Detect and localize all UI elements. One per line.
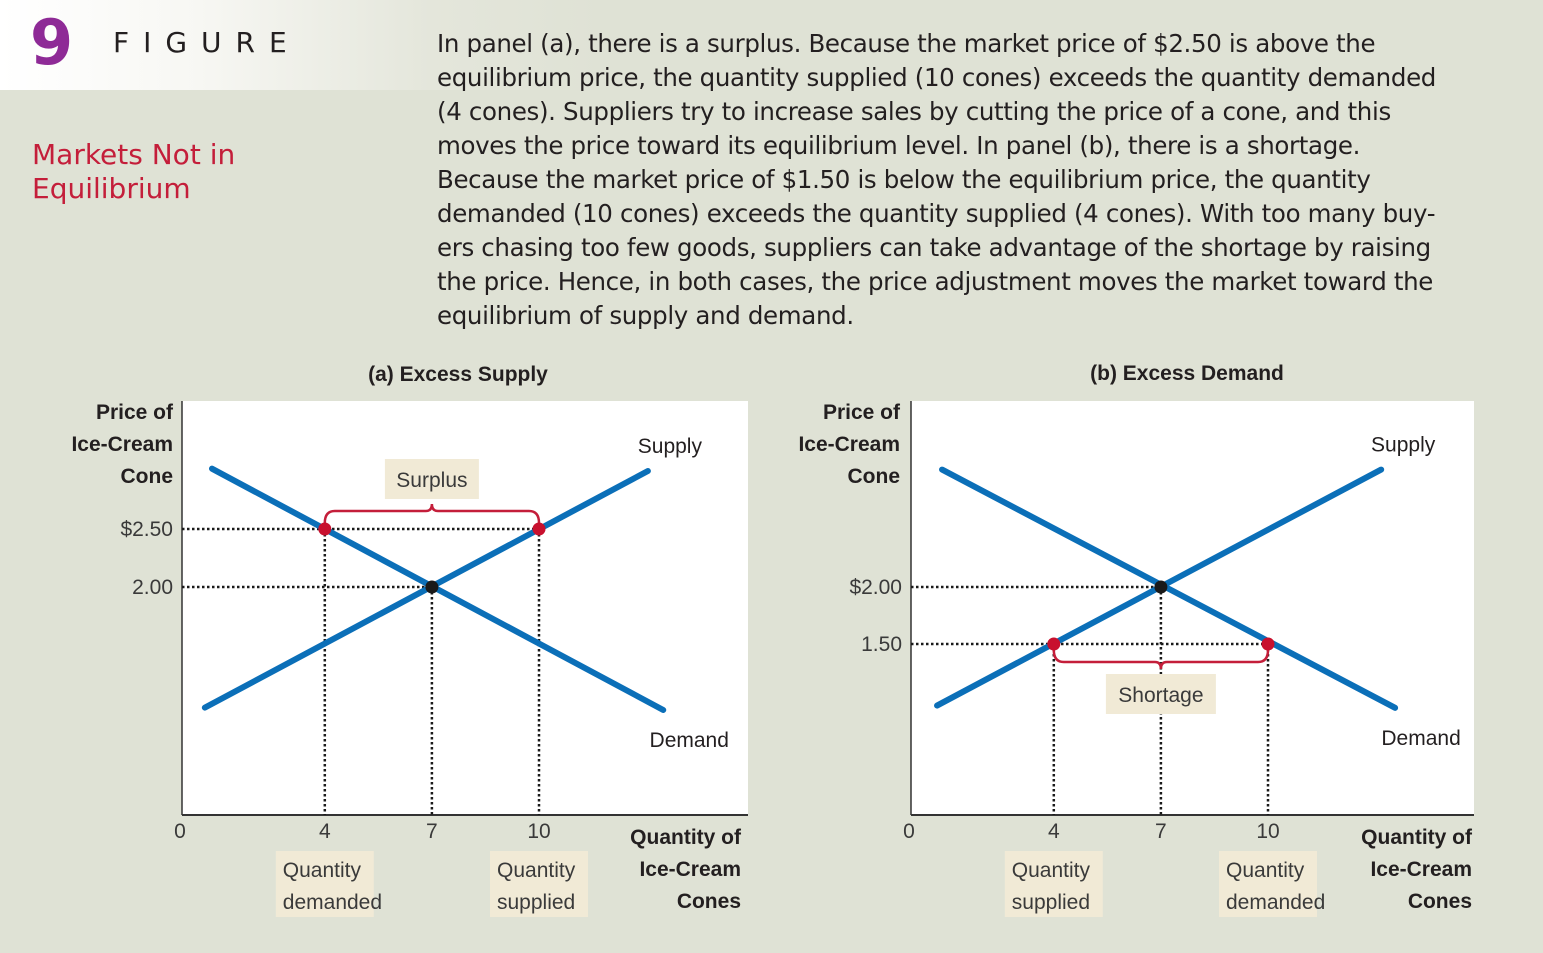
x-tick-label: 4 (1048, 820, 1060, 843)
x-tick-label: 0 (174, 820, 186, 843)
surplus-brace (323, 503, 541, 524)
shortage-brace (1052, 649, 1270, 670)
market-point (318, 522, 332, 536)
y-tick-label: $2.50 (120, 518, 173, 541)
quantity-label: Quantity (283, 859, 362, 882)
market-point (532, 522, 546, 536)
figure-number: 9 (30, 6, 74, 79)
caption-line: equilibrium price, the quantity supplied… (437, 63, 1436, 92)
figure-title-line: Equilibrium (32, 172, 191, 205)
figure-header-band (0, 0, 1543, 90)
y-axis-title: Price of (823, 401, 901, 424)
quantity-label: supplied (1012, 891, 1090, 914)
caption-line: demanded (10 cones) exceeds the quantity… (437, 199, 1436, 228)
x-tick-label: 10 (1256, 820, 1279, 843)
caption-line: ers chasing too few goods, suppliers can… (437, 233, 1431, 262)
quantity-label-box (275, 851, 374, 917)
caption-line: moves the price toward its equilibrium l… (437, 131, 1361, 160)
demand-label: Demand (650, 729, 729, 752)
x-tick-label: 4 (319, 820, 331, 843)
y-axis-title: Cone (848, 465, 901, 488)
caption-line: (4 cones). Suppliers try to increase sal… (437, 97, 1391, 126)
caption-line: In panel (a), there is a surplus. Becaus… (437, 29, 1376, 58)
panel-b: (b) Excess Demand Price of Ice-Cream Cone Qu… (798, 362, 1474, 917)
supply-label: Supply (638, 435, 703, 458)
quantity-label: demanded (283, 891, 382, 914)
quantity-label: supplied (497, 891, 575, 914)
x-axis-title: Quantity of (630, 826, 742, 849)
shortage-label: Shortage (1118, 684, 1203, 707)
y-axis-title: Ice-Cream (798, 433, 900, 456)
quantity-label: demanded (1226, 891, 1325, 914)
plot-area (911, 401, 1474, 815)
gap-label-box (1105, 674, 1216, 714)
surplus-label: Surplus (396, 469, 467, 492)
figure-title: Markets Not in Equilibrium (32, 138, 362, 206)
supply-label: Supply (1371, 434, 1436, 457)
figure-word: FIGURE (113, 26, 301, 59)
panel-a: (a) Excess Supply Price of Ice-Cream Cone Qu… (71, 363, 748, 917)
x-axis-title: Ice-Cream (639, 858, 741, 881)
panel-title: (b) Excess Demand (1090, 362, 1284, 385)
x-tick-label: 0 (903, 820, 915, 843)
caption-line: the price. Hence, in both cases, the pri… (437, 267, 1434, 296)
y-axis-title: Cone (121, 465, 174, 488)
x-tick-label: 7 (1155, 820, 1167, 843)
demand-curve (939, 466, 1399, 711)
x-axis-title: Ice-Cream (1370, 858, 1472, 881)
quantity-label-box (1219, 851, 1317, 917)
panel-title: (a) Excess Supply (368, 363, 548, 386)
quantity-label: Quantity (1226, 859, 1305, 882)
y-axis-title: Ice-Cream (71, 433, 173, 456)
gap-label-box (384, 459, 479, 499)
figure-title-line: Markets Not in (32, 138, 236, 171)
x-axis-title: Quantity of (1361, 826, 1473, 849)
x-axis-title: Cones (677, 890, 741, 913)
equilibrium-point (1154, 580, 1168, 594)
x-tick-label: 10 (527, 820, 550, 843)
figure-caption: In panel (a), there is a surplus. Becaus… (437, 27, 1507, 333)
y-tick-label: $2.00 (849, 576, 902, 599)
quantity-label: Quantity (497, 859, 576, 882)
y-axis-title: Price of (96, 401, 174, 424)
caption-line: Because the market price of $1.50 is bel… (437, 165, 1371, 194)
quantity-label: Quantity (1012, 859, 1091, 882)
market-point (1261, 637, 1275, 651)
market-point (1047, 637, 1061, 651)
x-tick-label: 7 (426, 820, 438, 843)
caption-line: equilibrium of supply and demand. (437, 301, 854, 330)
equilibrium-point (425, 580, 439, 594)
demand-label: Demand (1381, 727, 1460, 750)
y-tick-label: 1.50 (861, 633, 902, 656)
quantity-label-box (490, 851, 588, 917)
x-axis-title: Cones (1408, 890, 1472, 913)
y-tick-label: 2.00 (132, 576, 173, 599)
quantity-label-box (1004, 851, 1103, 917)
